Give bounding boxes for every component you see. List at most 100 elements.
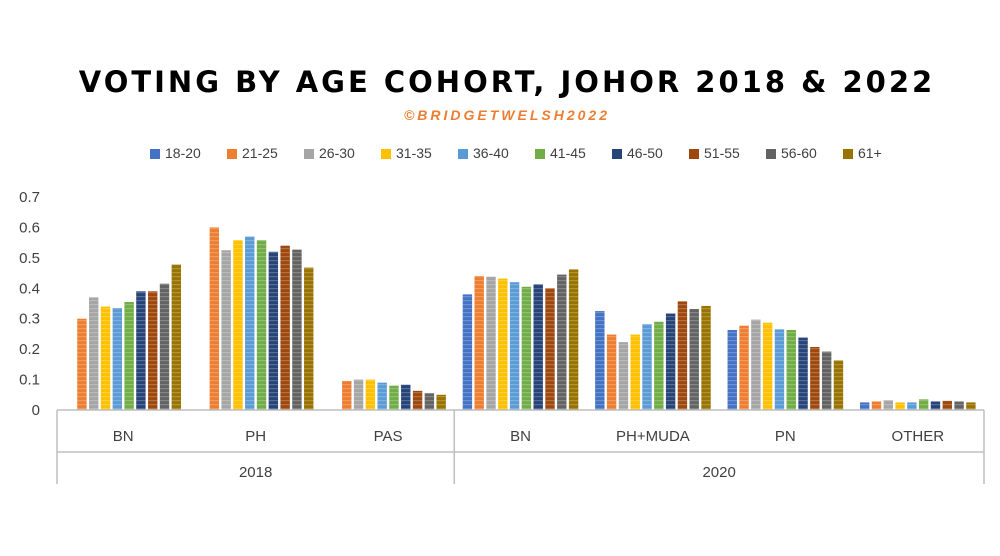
bar-texture xyxy=(833,360,844,410)
x-category-label: BN xyxy=(510,428,531,445)
legend-swatch xyxy=(304,149,314,159)
bar-texture xyxy=(280,245,290,410)
bar-texture xyxy=(895,402,905,410)
legend-label: 61+ xyxy=(858,145,882,161)
x-category-label: PN xyxy=(775,428,796,445)
bar-texture xyxy=(377,382,387,410)
bar-texture xyxy=(100,306,111,410)
bar-texture xyxy=(918,399,929,410)
bar-texture xyxy=(930,401,941,410)
bar-texture xyxy=(630,334,640,410)
bar-texture xyxy=(342,381,352,410)
chart-title: VOTING BY AGE COHORT, JOHOR 2018 & 2022 xyxy=(79,65,935,99)
chart-subtitle: ©BRIDGETWELSH2022 xyxy=(404,107,610,123)
bar-texture xyxy=(171,264,182,410)
legend-label: 21-25 xyxy=(242,145,278,161)
bar-texture xyxy=(954,401,964,410)
bar-texture xyxy=(654,321,664,410)
y-tick-label: 0.4 xyxy=(19,280,40,297)
legend-label: 46-50 xyxy=(627,145,663,161)
x-category-label: BN xyxy=(113,428,134,445)
bar-texture xyxy=(365,379,376,410)
legend-swatch xyxy=(535,149,545,159)
bar-texture xyxy=(498,278,508,410)
legend-swatch xyxy=(766,149,776,159)
legend-swatch xyxy=(381,149,391,159)
legend-swatch xyxy=(458,149,468,159)
bar-texture xyxy=(883,400,893,410)
x-category-label: PH xyxy=(245,428,266,445)
bar-texture xyxy=(292,249,302,410)
legend-swatch xyxy=(150,149,160,159)
bar-texture xyxy=(595,311,605,410)
bar-texture xyxy=(871,401,882,410)
bar-texture xyxy=(245,236,255,410)
bar-texture xyxy=(942,400,952,410)
x-axis: BN PH PAS 2018 BN PH+MUDA PN OTHER 2020 xyxy=(56,409,985,484)
bar-texture xyxy=(436,394,446,410)
bar-texture xyxy=(786,329,796,410)
bar-texture xyxy=(798,337,808,410)
bar-texture xyxy=(739,325,749,410)
bar-texture xyxy=(618,342,629,410)
bar-texture xyxy=(689,308,699,410)
legend-label: 26-30 xyxy=(319,145,355,161)
x-group-label: 2020 xyxy=(702,464,735,481)
bar-texture xyxy=(727,329,737,410)
bar-texture xyxy=(568,269,579,410)
legend-label: 56-60 xyxy=(781,145,817,161)
bar-texture xyxy=(486,276,496,410)
x-category-label: OTHER xyxy=(892,428,945,445)
bar-texture xyxy=(148,291,158,410)
bar-texture xyxy=(474,276,484,410)
legend: 18-20 21-25 26-30 31-35 36-40 41-45 46-50 51-55… xyxy=(150,145,882,161)
bar-texture xyxy=(859,402,870,410)
y-tick-label: 0 xyxy=(32,402,40,419)
bar-texture xyxy=(136,291,146,410)
bar-texture xyxy=(907,402,917,410)
legend-label: 31-35 xyxy=(396,145,432,161)
bar-texture xyxy=(774,329,785,410)
legend-swatch xyxy=(689,149,699,159)
bar-texture xyxy=(810,347,820,410)
bar-texture xyxy=(412,390,423,410)
bar-texture xyxy=(701,305,711,410)
bar-texture xyxy=(304,267,314,410)
bar-texture xyxy=(389,385,399,410)
bar-texture xyxy=(112,308,123,410)
y-tick-label: 0.7 xyxy=(19,189,40,206)
legend-label: 41-45 xyxy=(550,145,586,161)
bar-texture xyxy=(642,324,652,410)
bar-texture xyxy=(77,318,87,410)
legend-label: 51-55 xyxy=(704,145,740,161)
bar-texture xyxy=(159,283,170,410)
bar-texture xyxy=(89,297,99,410)
y-axis: 0 0.1 0.2 0.3 0.4 0.5 0.6 0.7 xyxy=(19,189,40,419)
bar-texture xyxy=(751,319,761,410)
bar-texture xyxy=(966,402,976,410)
bar-texture xyxy=(665,313,676,410)
bar-texture xyxy=(821,351,832,410)
bars xyxy=(77,227,976,410)
y-tick-label: 0.1 xyxy=(19,372,40,389)
legend-swatch xyxy=(843,149,853,159)
bar-texture xyxy=(677,301,688,410)
x-category-label: PAS xyxy=(374,428,403,445)
legend-swatch xyxy=(612,149,622,159)
bar-texture xyxy=(762,322,773,410)
y-tick-label: 0.3 xyxy=(19,311,40,328)
bar-texture xyxy=(401,384,411,410)
bar-texture xyxy=(233,240,243,410)
bar-texture xyxy=(606,334,617,410)
y-tick-label: 0.6 xyxy=(19,219,40,236)
bar-texture xyxy=(353,379,364,410)
bar-texture xyxy=(209,227,220,410)
bar-texture xyxy=(221,250,231,410)
bar-texture xyxy=(509,282,520,410)
y-tick-label: 0.5 xyxy=(19,250,40,267)
legend-label: 36-40 xyxy=(473,145,509,161)
bar-texture xyxy=(557,274,567,410)
bar-texture xyxy=(256,240,267,410)
bar-texture xyxy=(268,251,279,410)
